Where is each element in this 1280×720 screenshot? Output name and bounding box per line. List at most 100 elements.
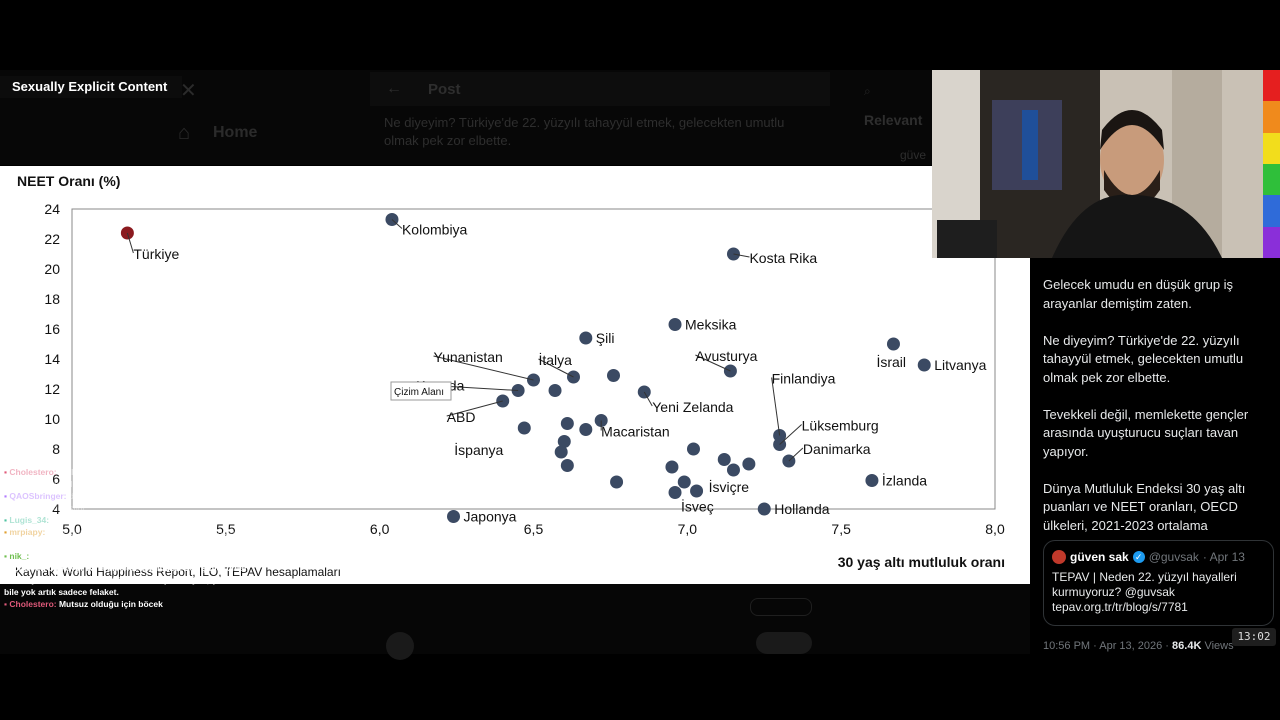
- webcam-image: [932, 70, 1263, 258]
- tweet-timestamp[interactable]: 10:56 PM · Apr 13, 2026 ·: [1043, 640, 1173, 652]
- x-tick-label: 7,5: [831, 521, 851, 537]
- x-tick-label: 6,0: [370, 521, 390, 537]
- quoted-tweet-body: TEPAV | Neden 22. yüzyıl hayalleri kurmu…: [1052, 570, 1237, 614]
- tweet-text: Gelecek umudu en düşük grup iş arayanlar…: [1043, 276, 1268, 554]
- label-leader-line: [643, 391, 653, 407]
- quoted-tweet-header: güven sak ✓ @guvsak · Apr 13: [1052, 550, 1265, 564]
- y-tick-label: 24: [44, 201, 60, 217]
- data-point: [606, 369, 620, 382]
- chat-text: Mutsuz olduğu için böcek: [58, 599, 163, 609]
- x-tick-label: 8,0: [985, 521, 1005, 537]
- avatar[interactable]: [1052, 550, 1066, 564]
- chat-badge-icon: ▪: [4, 599, 10, 609]
- y-axis-label: NEET Oranı (%): [17, 173, 120, 189]
- x-axis-label: 30 yaş altı mutluluk oranı: [838, 554, 1005, 570]
- y-tick-label: 18: [44, 291, 60, 307]
- background-bottom: [0, 584, 1030, 654]
- label-leader-line: [391, 219, 403, 229]
- quoted-author-handle[interactable]: @guvsak: [1148, 550, 1199, 564]
- data-point: [668, 318, 682, 331]
- chat-username[interactable]: mrpiapy:: [9, 527, 48, 537]
- data-point: [560, 459, 574, 472]
- chat-message: ▪ Cholestero: Hiçbir platform yasaklanma…: [4, 466, 274, 490]
- data-point: [517, 421, 531, 435]
- label-leader-line: [695, 354, 731, 372]
- tweet-paragraph: Tevekkeli değil, memlekette gençler aras…: [1043, 406, 1249, 459]
- chat-text: ben de sebebi kendileri.: [51, 515, 142, 525]
- y-tick-label: 4: [52, 501, 60, 517]
- label-leader-line: [538, 358, 574, 378]
- x-tick-label: 6,5: [524, 521, 544, 537]
- data-point: [886, 337, 900, 351]
- y-tick-label: 10: [44, 411, 60, 427]
- data-point: [917, 358, 931, 372]
- chat-text: kaygılarım yokmuş gibi 1 hafta önce aklı…: [4, 551, 267, 597]
- point-label: Şili: [596, 330, 615, 346]
- chat-badge-icon: ▪: [4, 551, 10, 561]
- views-label: Views: [1201, 640, 1234, 652]
- tweet-meta: 10:56 PM · Apr 13, 2026 · 86.4K Views: [1043, 640, 1234, 652]
- data-point: [548, 384, 562, 397]
- tooltip-text: Çizim Alanı: [394, 387, 444, 398]
- y-tick-label: 14: [44, 351, 60, 367]
- back-arrow-icon: ←: [386, 80, 402, 97]
- background-relevant-user: güve: [900, 148, 927, 162]
- data-point: [447, 510, 461, 523]
- label-leader-line: [779, 424, 802, 445]
- data-point: [742, 457, 756, 471]
- plot-area: [71, 208, 996, 510]
- point-label: Hollanda: [774, 501, 829, 517]
- data-point: [686, 442, 700, 456]
- background-home-link: Home: [213, 124, 258, 141]
- stream-chat-overlay: ▪ Cholestero: Hiçbir platform yasaklanma…: [4, 466, 274, 610]
- point-label: Finlandiya: [772, 371, 836, 387]
- x-logo-icon: ✕: [180, 80, 197, 102]
- tweet-panel: [1030, 258, 1280, 650]
- background-post-title: Post: [428, 81, 461, 98]
- point-label: Danimarka: [803, 441, 871, 457]
- background-post-header: [370, 72, 830, 106]
- chat-message: ▪ Lugis_34: ben de sebebi kendileri.: [4, 514, 274, 526]
- quoted-author-name[interactable]: güven sak: [1070, 550, 1129, 564]
- point-label: Macaristan: [601, 424, 669, 440]
- tweet-paragraph: Dünya Mutluluk Endeksi 30 yaş altı puanl…: [1043, 480, 1246, 533]
- point-label: İsrail: [876, 353, 906, 370]
- data-point: [726, 463, 740, 477]
- home-icon: ⌂: [178, 122, 191, 144]
- label-leader-line: [126, 232, 134, 254]
- point-label: İspanya: [454, 441, 503, 458]
- chat-username[interactable]: Cholestero:: [9, 599, 59, 609]
- data-point: [677, 475, 691, 489]
- chat-username[interactable]: QAOSbringer:: [9, 491, 69, 501]
- data-point: [665, 460, 679, 474]
- chat-username[interactable]: nik_:: [9, 551, 32, 561]
- verified-badge-icon: ✓: [1132, 551, 1145, 563]
- background-post-text: Ne diyeyim? Türkiye'de 22. yüzyılı tahay…: [384, 115, 785, 148]
- point-label: Yeni Zelanda: [652, 399, 733, 415]
- quoted-tweet-date: · Apr 13: [1202, 550, 1245, 564]
- data-point: [579, 331, 593, 345]
- point-label: Lüksemburg: [802, 418, 879, 434]
- label-leader-line: [733, 253, 750, 258]
- background-avatar: [386, 632, 414, 660]
- chat-text: dediğin gibi hep bedel ödetme. "bu her ş…: [4, 491, 261, 513]
- point-label: Türkiye: [133, 246, 179, 262]
- data-point: [757, 502, 771, 516]
- chat-username[interactable]: Lugis_34:: [9, 515, 52, 525]
- chart-panel: NEET Oranı (%) 4 6 8 10 12 14 16 18 20 22 24 5,0 5,5 6…: [0, 166, 1030, 584]
- point-label: Litvanya: [934, 357, 986, 373]
- point-label: İtalya: [538, 351, 572, 368]
- chat-username[interactable]: Cholestero:: [9, 467, 59, 477]
- data-point: [668, 486, 682, 499]
- y-tick-label: 22: [44, 231, 60, 247]
- data-point: [865, 474, 879, 487]
- color-strip: [1263, 70, 1280, 258]
- label-leader-line: [446, 400, 503, 417]
- chat-badge-icon: ▪: [4, 491, 10, 501]
- webcam-feed: [932, 70, 1263, 258]
- point-label: Kolombiya: [402, 222, 468, 238]
- background-button: [750, 598, 812, 616]
- chat-text: bizde bizde de çok var yani hiç öyle mut…: [4, 527, 247, 549]
- quoted-tweet[interactable]: güven sak ✓ @guvsak · Apr 13 TEPAV | Ned…: [1043, 540, 1274, 626]
- data-point: [579, 423, 593, 436]
